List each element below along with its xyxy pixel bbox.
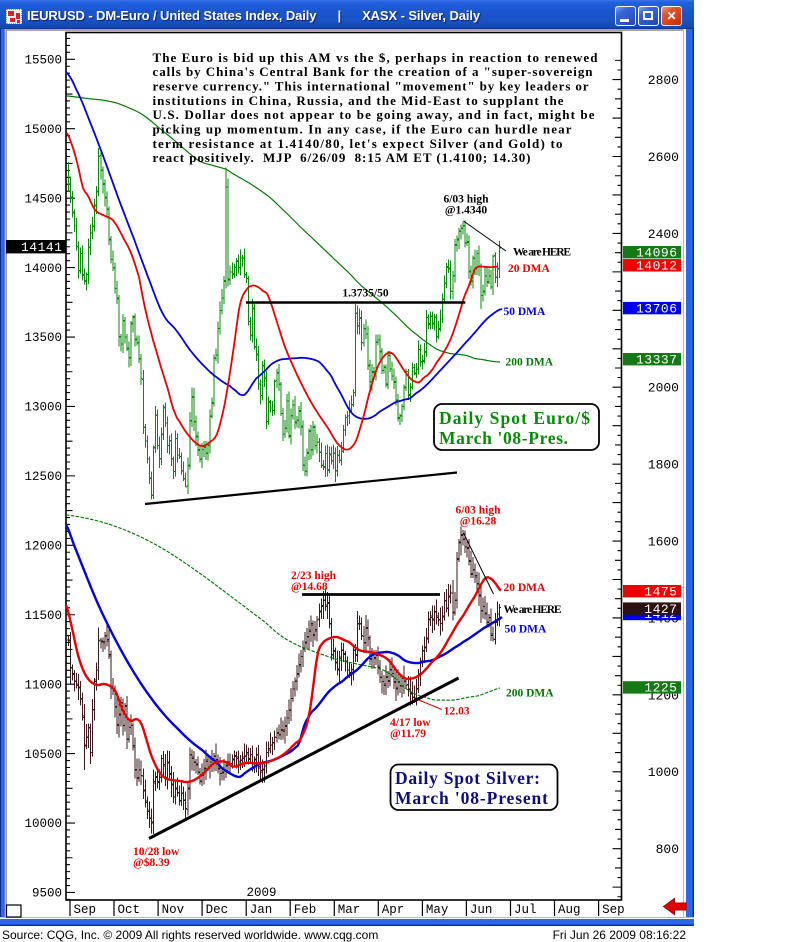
svg-text:institutions in China, Russia,: institutions in China, Russia, and the M… xyxy=(153,93,564,108)
svg-text:11000: 11000 xyxy=(24,678,62,692)
svg-text:2800: 2800 xyxy=(648,73,679,88)
svg-text:14500: 14500 xyxy=(24,192,62,206)
svg-text:2/23 high: 2/23 high xyxy=(291,570,337,582)
svg-text:1225: 1225 xyxy=(644,681,677,696)
svg-text:10/28 low: 10/28 low xyxy=(133,846,180,858)
svg-text:200 DMA: 200 DMA xyxy=(506,357,554,369)
svg-text:March '08-Pres.: March '08-Pres. xyxy=(439,428,568,448)
svg-text:14141: 14141 xyxy=(21,240,63,255)
svg-text:May: May xyxy=(426,903,449,917)
svg-text:react positively. MJP 6/26/0: react positively. MJP 6/26/09 8:15 AM ET… xyxy=(153,150,531,165)
svg-text:6/03 high: 6/03 high xyxy=(455,505,501,517)
svg-text:11500: 11500 xyxy=(24,609,62,623)
svg-text:14096: 14096 xyxy=(636,245,678,260)
svg-text:20 DMA: 20 DMA xyxy=(508,263,551,275)
svg-text:1427: 1427 xyxy=(644,602,677,617)
svg-text:term resistance at 1.4140/80,: term resistance at 1.4140/80, let's expe… xyxy=(153,136,563,151)
svg-text:Daily Spot Euro/$: Daily Spot Euro/$ xyxy=(439,408,590,428)
svg-text:@11.79: @11.79 xyxy=(390,728,426,740)
svg-text:We are HERE: We are HERE xyxy=(504,604,562,616)
svg-text:We are HERE: We are HERE xyxy=(513,247,571,259)
svg-text:Dec: Dec xyxy=(206,903,229,917)
svg-text:2000: 2000 xyxy=(648,381,679,396)
svg-text:14000: 14000 xyxy=(24,262,62,276)
svg-text:March '08-Present: March '08-Present xyxy=(395,788,548,808)
svg-text:13500: 13500 xyxy=(24,331,62,345)
svg-text:Oct: Oct xyxy=(118,903,141,917)
svg-text:2009: 2009 xyxy=(247,886,277,900)
svg-text:9500: 9500 xyxy=(32,887,62,901)
svg-text:@$8.39: @$8.39 xyxy=(133,856,170,869)
svg-text:calls by China's Central Bank: calls by China's Central Bank for the cr… xyxy=(153,64,594,79)
svg-text:2400: 2400 xyxy=(648,227,679,242)
svg-text:10500: 10500 xyxy=(24,748,62,762)
svg-text:13000: 13000 xyxy=(24,401,62,415)
svg-text:Jul: Jul xyxy=(514,903,537,917)
svg-text:Jun: Jun xyxy=(470,903,493,917)
svg-text:15000: 15000 xyxy=(24,123,62,137)
svg-text:200 DMA: 200 DMA xyxy=(506,688,554,700)
svg-text:The Euro is bid up this AM vs: The Euro is bid up this AM vs the $, per… xyxy=(153,50,599,65)
svg-text:U.S. Dollar does not appear to: U.S. Dollar does not appear to be going … xyxy=(153,107,595,122)
svg-text:Sep: Sep xyxy=(74,903,97,917)
svg-text:reserve currency." This intern: reserve currency." This international "m… xyxy=(153,79,589,94)
svg-text:1000: 1000 xyxy=(648,765,679,780)
svg-text:12000: 12000 xyxy=(24,540,62,554)
svg-text:Apr: Apr xyxy=(382,903,405,917)
svg-text:4/17 low: 4/17 low xyxy=(390,717,431,729)
svg-text:Jan: Jan xyxy=(250,903,273,917)
svg-text:1800: 1800 xyxy=(648,458,679,473)
svg-text:@1.4340: @1.4340 xyxy=(445,204,488,216)
svg-text:Daily Spot Silver:: Daily Spot Silver: xyxy=(395,768,540,788)
svg-text:1475: 1475 xyxy=(644,584,677,599)
svg-text:@14.68: @14.68 xyxy=(291,581,328,593)
svg-text:Nov: Nov xyxy=(162,903,185,917)
svg-text:15500: 15500 xyxy=(24,54,62,68)
svg-text:10000: 10000 xyxy=(24,817,62,831)
svg-text:Mar: Mar xyxy=(338,903,361,917)
svg-text:20 DMA: 20 DMA xyxy=(504,582,547,594)
svg-text:picking up momentum. In any ca: picking up momentum. In any case, if the… xyxy=(153,122,572,137)
svg-text:800: 800 xyxy=(656,842,679,857)
svg-text:50 DMA: 50 DMA xyxy=(505,624,548,636)
svg-text:6/03 high: 6/03 high xyxy=(443,194,489,206)
svg-text:Feb: Feb xyxy=(294,903,317,917)
svg-text:13337: 13337 xyxy=(636,352,678,367)
svg-text:@16.28: @16.28 xyxy=(460,515,497,527)
svg-text:2600: 2600 xyxy=(648,150,679,165)
svg-text:13706: 13706 xyxy=(636,301,678,316)
svg-text:1600: 1600 xyxy=(648,534,679,549)
svg-text:Aug: Aug xyxy=(558,903,581,917)
svg-text:12500: 12500 xyxy=(24,470,62,484)
svg-text:14012: 14012 xyxy=(636,259,678,274)
svg-text:1.3735/50: 1.3735/50 xyxy=(342,288,389,300)
svg-text:Sep: Sep xyxy=(602,903,625,917)
svg-text:12.03: 12.03 xyxy=(444,706,470,718)
svg-text:50 DMA: 50 DMA xyxy=(504,306,547,318)
